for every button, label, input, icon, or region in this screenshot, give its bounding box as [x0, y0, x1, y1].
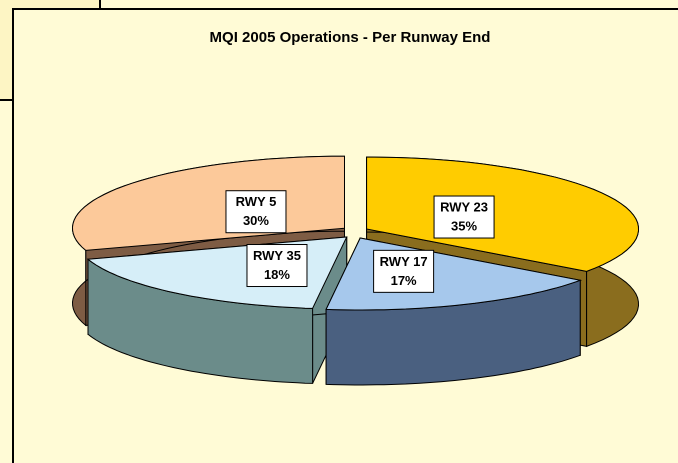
data-label-box	[433, 195, 495, 239]
pie: RWY 23 35% RWY 17 17% RWY 35 18% RWY 5 30%	[71, 155, 640, 386]
data-label-value: 35%	[451, 218, 477, 233]
data-label-box	[246, 244, 308, 288]
chart-title: MQI 2005 Operations - Per Runway End	[210, 29, 491, 46]
data-label-value: 17%	[391, 273, 417, 288]
data-label-value: 18%	[264, 267, 290, 282]
data-label-name: RWY 23	[440, 199, 488, 214]
data-label-box	[225, 190, 287, 234]
data-label-name: RWY 5	[236, 194, 277, 209]
data-label-box	[373, 249, 435, 293]
data-label-name: RWY 35	[253, 248, 301, 263]
slice-top	[366, 156, 640, 272]
data-label-name: RWY 17	[380, 254, 428, 269]
data-label-value: 30%	[243, 213, 269, 228]
